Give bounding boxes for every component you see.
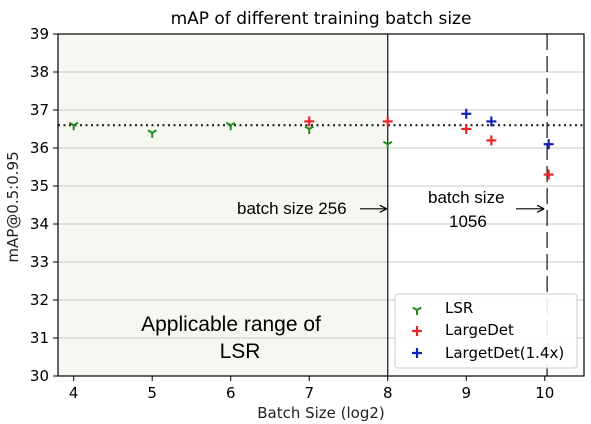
- x-ticks: 4 5 6 7 8 9 10: [69, 376, 554, 402]
- y-tick-label: 33: [30, 253, 49, 271]
- y-ticks: 30 31 32 33 34 35 36 37 38 39: [30, 25, 58, 385]
- y-tick-label: 34: [30, 215, 49, 233]
- point-2-1: [486, 116, 497, 127]
- x-tick-label: 5: [147, 384, 157, 402]
- legend-label-largetdet-1-4x: LargetDet(1.4x): [445, 344, 564, 362]
- point-2-0: [461, 108, 472, 119]
- vertical-lines: [387, 34, 548, 376]
- y-tick-label: 37: [30, 101, 49, 119]
- x-axis-label: Batch Size (log2): [257, 404, 385, 422]
- legend-marker-glyph: [412, 348, 422, 358]
- legend: LSR LargeDet LargetDet(1.4x): [394, 293, 578, 369]
- annotation-batch-1056-line2: 1056: [449, 212, 487, 231]
- x-tick-label: 4: [69, 384, 79, 402]
- data-points: [68, 108, 554, 180]
- point-1-4: [543, 169, 554, 180]
- chart-title: mAP of different training batch size: [171, 9, 472, 29]
- point-0-4: [382, 140, 393, 150]
- point-0-2: [225, 121, 236, 131]
- point-1-3: [486, 135, 497, 146]
- legend-marker-glyph: [412, 306, 422, 315]
- point-0-0: [68, 121, 79, 131]
- y-tick-label: 32: [30, 291, 49, 309]
- legend-label-largedet: LargeDet: [445, 321, 514, 339]
- y-tick-label: 39: [30, 25, 49, 43]
- point-1-1: [382, 116, 393, 127]
- point-1-2: [461, 124, 472, 134]
- arrow-batch-1056: [516, 204, 545, 213]
- y-tick-label: 30: [30, 367, 49, 385]
- x-tick-label: 10: [535, 384, 554, 402]
- legend-box: [394, 293, 578, 369]
- x-tick-label: 7: [304, 384, 314, 402]
- arrow-batch-256: [360, 204, 387, 213]
- annotation-batch-1056-line1: batch size: [428, 188, 505, 207]
- legend-label-lsr: LSR: [445, 299, 473, 317]
- plot-frame: [57, 33, 585, 377]
- legend-marker-largedet: [412, 326, 422, 336]
- point-0-1: [147, 129, 158, 138]
- y-tick-label: 36: [30, 139, 49, 157]
- y-axis-label: mAP@0.5:0.95: [4, 151, 22, 262]
- x-tick-label: 6: [226, 384, 236, 402]
- y-tick-label: 31: [30, 329, 49, 347]
- x-tick-label: 8: [383, 384, 393, 402]
- annotation-arrows: [360, 204, 545, 213]
- legend-marker-largetdet-1-4x: [412, 348, 422, 358]
- point-0-3: [304, 125, 315, 134]
- y-tick-label: 35: [30, 177, 49, 195]
- y-tick-label: 38: [30, 63, 49, 81]
- x-tick-label: 9: [461, 384, 471, 402]
- annotation-batch-256: batch size 256: [237, 199, 347, 218]
- legend-marker-glyph: [412, 326, 422, 336]
- shaded-region: [58, 34, 388, 376]
- point-1-0: [304, 116, 315, 127]
- region-label-line2: LSR: [220, 340, 261, 363]
- point-2-2: [543, 139, 554, 150]
- legend-marker-lsr: [412, 306, 422, 315]
- region-label-line1: Applicable range of: [141, 313, 321, 336]
